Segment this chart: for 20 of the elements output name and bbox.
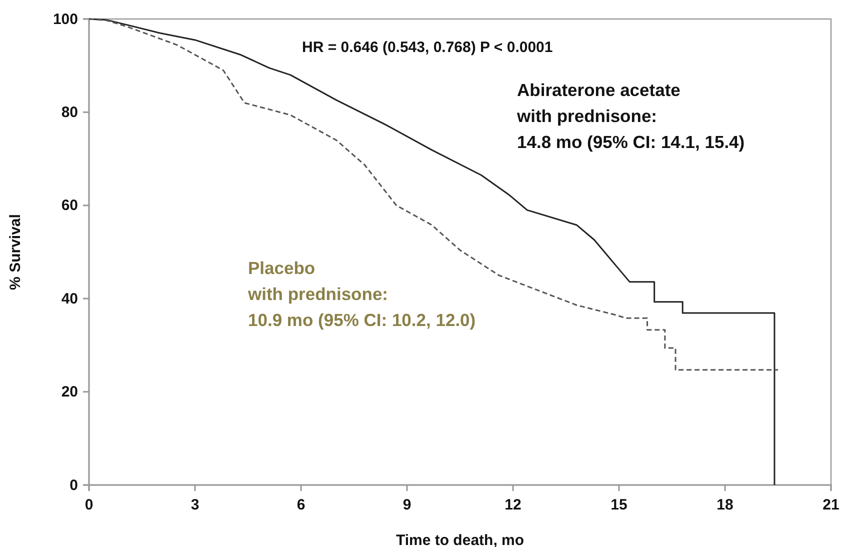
x-tick-label: 18	[716, 496, 734, 514]
y-tick-label: 40	[61, 290, 78, 308]
y-tick-label: 60	[61, 197, 78, 214]
text: Abiraterone acetate with prednisone: 14.8 mo (95% CI: 14.1, 15.4)	[516, 80, 745, 152]
x-tick-label: 0	[84, 496, 94, 514]
x-axis-title: Time to death, mo	[396, 532, 524, 547]
x-tick-label: 3	[190, 496, 200, 514]
y-tick-label: 80	[61, 104, 78, 121]
x-tick-label: 6	[296, 496, 306, 514]
y-axis-title: % Survival	[7, 214, 24, 290]
y-tick-label: 100	[52, 10, 78, 28]
series-label: Placebo with prednisone: 10.9 mo (95% CI: 10.2, 12.0)	[247, 258, 476, 330]
x-tick-label: 12	[504, 496, 522, 514]
y-tick-label: 0	[70, 476, 78, 494]
x-tick-label: 9	[402, 496, 412, 514]
y-tick-label: 20	[61, 384, 78, 401]
x-tick-label: 15	[610, 496, 628, 514]
x-tick-label: 21	[822, 496, 840, 514]
line-series	[88, 18, 779, 371]
annotation: HR = 0.646 (0.543, 0.768) P < 0.0001	[302, 39, 553, 56]
